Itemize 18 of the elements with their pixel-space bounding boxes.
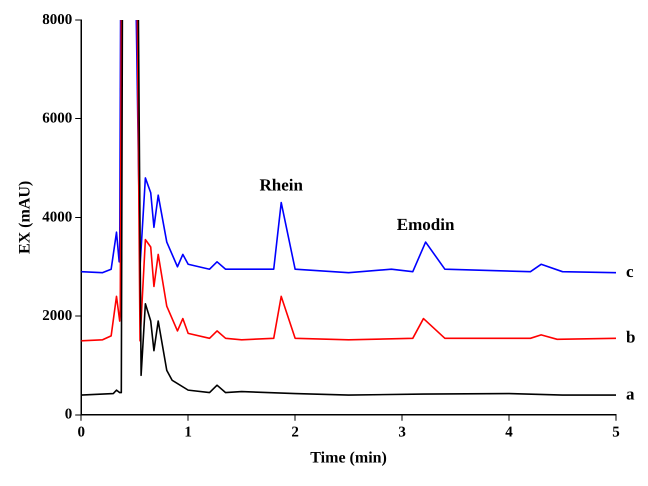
x-axis-title: Time (min) bbox=[310, 450, 387, 467]
x-tick-label: 4 bbox=[505, 424, 514, 441]
series-label: a bbox=[626, 384, 635, 404]
y-tick-label: 6000 bbox=[42, 110, 72, 127]
annotation: Emodin bbox=[396, 214, 455, 234]
annotation: Rhein bbox=[259, 175, 304, 194]
x-tick-label: 0 bbox=[77, 424, 85, 441]
x-tick-label: 3 bbox=[398, 424, 406, 441]
y-tick-label: 4000 bbox=[42, 209, 72, 226]
y-tick-label: 0 bbox=[64, 406, 72, 423]
x-tick-label: 5 bbox=[612, 424, 620, 441]
y-axis-title: EX (mAU) bbox=[16, 180, 34, 254]
series-label: b bbox=[626, 328, 636, 347]
x-tick-label: 1 bbox=[184, 424, 192, 441]
series-label: c bbox=[626, 262, 634, 282]
y-tick-label: 8000 bbox=[42, 12, 72, 28]
y-tick-label: 2000 bbox=[42, 308, 72, 324]
x-tick-label: 2 bbox=[291, 424, 299, 441]
